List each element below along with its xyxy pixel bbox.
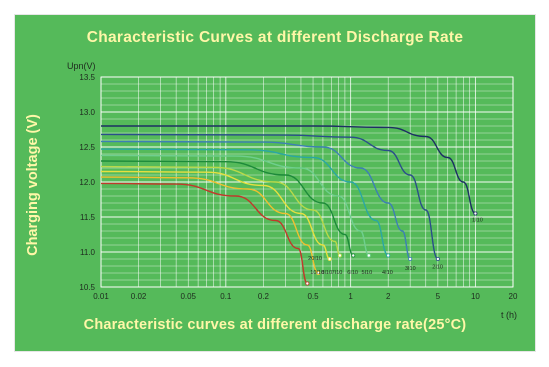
curve-end-label: 3I10	[405, 266, 416, 272]
curve-end-label: 4I10	[382, 270, 393, 276]
x-tick-label: 1	[348, 292, 353, 301]
curve-end-label: 7I10	[332, 270, 343, 276]
y-tick-label: 10.5	[79, 283, 95, 292]
series-line	[100, 154, 370, 257]
series-line	[100, 165, 341, 257]
series-end-point	[305, 281, 310, 286]
x-tick-label: 0.1	[220, 292, 232, 301]
x-tick-label: 0.02	[131, 292, 147, 301]
series-line	[100, 160, 354, 257]
y-tick-label: 13.0	[79, 108, 95, 117]
x-axis-unit: t (h)	[501, 310, 518, 320]
series-end-point	[435, 256, 440, 261]
series-line	[101, 125, 476, 215]
series-end-point	[316, 270, 321, 275]
y-tick-label: 11.5	[80, 213, 96, 222]
series-end-point	[337, 253, 342, 258]
series-line	[100, 170, 331, 260]
x-tick-label: 0.5	[307, 292, 319, 301]
curve-end-label: 6I10	[347, 270, 358, 276]
series-line	[100, 148, 389, 257]
chart-title: Characteristic Curves at different Disch…	[86, 29, 464, 46]
y-axis-unit: Upn(V)	[67, 61, 96, 71]
y-tick-label: 12.5	[79, 143, 95, 152]
chart-subtitle: Characteristic curves at different disch…	[83, 317, 467, 333]
series-line	[100, 133, 439, 260]
x-tick-label: 5	[436, 292, 441, 301]
chart-panel: Characteristic Curves at different Disch…	[14, 14, 536, 352]
curve-end-label: 20I10	[308, 256, 322, 262]
chart-svg: 10.511.011.512.012.513.013.50.01 0.02 0.05…	[79, 73, 518, 301]
y-tick-label: 12.0	[79, 178, 95, 187]
x-tick-label: 0.2	[258, 292, 270, 301]
y-axis-label: Charging voltage (V)	[25, 114, 41, 256]
y-tick-label: 13.5	[79, 73, 95, 82]
series-end-point	[473, 211, 478, 216]
y-tick-label: 11.0	[80, 248, 96, 257]
curve-end-label: 10I10	[310, 270, 324, 276]
series-line	[100, 182, 308, 285]
series-end-point	[327, 256, 332, 261]
curve-end-label: 8I10	[321, 270, 332, 276]
curve-end-label: 5I10	[361, 270, 372, 276]
curve-end-label: 2I10	[432, 264, 443, 270]
x-tick-label: 0.05	[180, 292, 196, 301]
series-end-point	[366, 253, 371, 258]
series-end-point	[386, 253, 391, 258]
series-end-point	[351, 253, 356, 258]
series-line	[100, 176, 319, 274]
series-end-point	[408, 256, 413, 261]
x-tick-label: 20	[509, 292, 518, 301]
x-tick-label: 2	[386, 292, 391, 301]
series-line	[100, 140, 411, 260]
x-tick-label: 10	[471, 292, 480, 301]
curve-end-label: 1I10	[472, 218, 483, 224]
plot-border	[100, 76, 514, 288]
x-tick-label: 0.01	[93, 292, 109, 301]
